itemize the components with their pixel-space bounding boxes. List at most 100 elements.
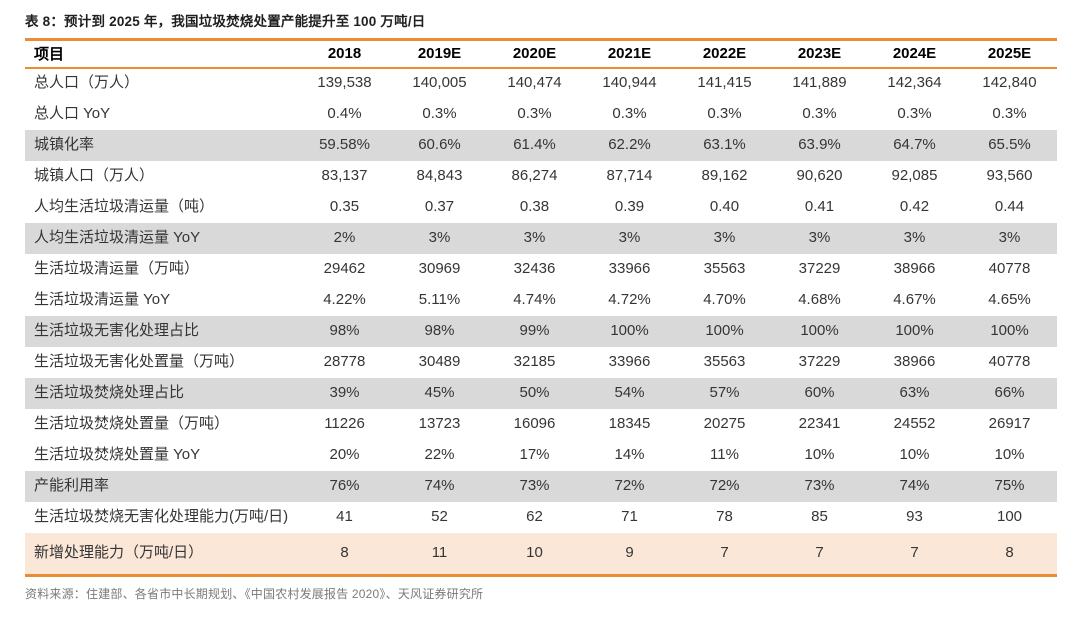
cell-value: 63.9%: [798, 135, 841, 153]
row-label: 人均生活垃圾清运量 YoY: [34, 228, 201, 246]
cell-value: 0.44: [994, 197, 1025, 215]
cell-value: 0.3%: [612, 104, 647, 122]
cell-value: 0.3%: [802, 104, 837, 122]
cell-value: 100%: [990, 321, 1029, 339]
cell-value: 140,005: [412, 74, 467, 92]
cell-value: 78: [716, 507, 733, 525]
cell-value: 3%: [523, 228, 546, 246]
cell-value: 40778: [988, 352, 1031, 370]
cell-value: 11: [431, 543, 448, 561]
cell-value: 26917: [988, 414, 1031, 432]
row-label: 生活垃圾清运量 YoY: [34, 290, 171, 308]
cell-value: 93,560: [986, 166, 1033, 184]
cell-value: 20%: [329, 445, 360, 463]
cell-value: 39%: [329, 383, 360, 401]
cell-value: 40778: [988, 259, 1031, 277]
cell-value: 18345: [608, 414, 651, 432]
row-label: 城镇人口（万人）: [34, 166, 155, 184]
cell-value: 98%: [329, 321, 360, 339]
cell-value: 30969: [418, 259, 461, 277]
cell-value: 13723: [418, 414, 461, 432]
cell-value: 5.11%: [418, 290, 461, 308]
cell-value: 98%: [424, 321, 455, 339]
cell-value: 71: [621, 507, 638, 525]
cell-value: 0.4%: [327, 104, 362, 122]
cell-value: 41: [336, 507, 353, 525]
row-label: 新增处理能力（万吨/日）: [34, 543, 204, 561]
table-row: 总人口（万人） 139,538 140,005 140,474 140,944 141,4…: [25, 68, 1057, 99]
cell-value: 65.5%: [988, 135, 1031, 153]
cell-value: 7: [815, 543, 824, 561]
cell-value: 17%: [519, 445, 550, 463]
column-header-2023e: 2023E: [772, 39, 867, 69]
cell-value: 73%: [804, 476, 835, 494]
cell-value: 60.6%: [418, 135, 461, 153]
cell-value: 93: [906, 507, 923, 525]
source-note: 资料来源：住建部、各省市中长期规划、《中国农村发展报告 2020》、天风证券研究…: [25, 587, 484, 601]
cell-value: 141,415: [697, 74, 752, 92]
cell-value: 4.72%: [608, 290, 651, 308]
cell-value: 0.3%: [707, 104, 742, 122]
column-header-2021e: 2021E: [582, 39, 677, 69]
cell-value: 141,889: [792, 74, 847, 92]
cell-value: 20275: [703, 414, 746, 432]
cell-value: 38966: [893, 352, 936, 370]
cell-value: 0.35: [329, 197, 360, 215]
cell-value: 62.2%: [608, 135, 651, 153]
cell-value: 0.40: [709, 197, 740, 215]
cell-value: 37229: [798, 259, 841, 277]
column-header-2019e: 2019E: [392, 39, 487, 69]
cell-value: 100: [996, 507, 1023, 525]
forecast-table: 项目 2018 2019E 2020E 2021E 2022E 2023E 20…: [25, 38, 1057, 577]
cell-value: 75%: [994, 476, 1025, 494]
table-row: 生活垃圾焚烧处置量（万吨） 11226 13723 16096 18345 20275 22…: [25, 409, 1057, 440]
cell-value: 92,085: [891, 166, 938, 184]
table-row: 总人口 YoY 0.4% 0.3% 0.3% 0.3% 0.3% 0.3% 0.3% 0.3%: [25, 99, 1057, 130]
cell-value: 52: [431, 507, 448, 525]
cell-value: 28778: [323, 352, 366, 370]
cell-value: 4.74%: [513, 290, 556, 308]
cell-value: 38966: [893, 259, 936, 277]
cell-value: 85: [811, 507, 828, 525]
cell-value: 73%: [519, 476, 550, 494]
cell-value: 11%: [710, 445, 739, 463]
cell-value: 100%: [895, 321, 934, 339]
cell-value: 100%: [705, 321, 744, 339]
cell-value: 0.38: [519, 197, 550, 215]
cell-value: 0.42: [899, 197, 930, 215]
cell-value: 100%: [610, 321, 649, 339]
cell-value: 16096: [513, 414, 556, 432]
cell-value: 100%: [800, 321, 839, 339]
cell-value: 10%: [994, 445, 1025, 463]
cell-value: 62: [526, 507, 543, 525]
cell-value: 99%: [519, 321, 550, 339]
table-row: 人均生活垃圾清运量 YoY 2% 3% 3% 3% 3% 3% 3% 3%: [25, 222, 1057, 254]
column-header-2024e: 2024E: [867, 39, 962, 69]
cell-value: 33966: [608, 352, 651, 370]
cell-value: 54%: [614, 383, 645, 401]
cell-value: 45%: [424, 383, 455, 401]
cell-value: 74%: [424, 476, 455, 494]
cell-value: 30489: [418, 352, 461, 370]
table-row: 生活垃圾焚烧处理占比 39% 45% 50% 54% 57% 60% 63% 66%: [25, 377, 1057, 409]
table-row: 城镇人口（万人） 83,137 84,843 86,274 87,714 89,162 90…: [25, 161, 1057, 192]
column-header-2025e: 2025E: [962, 39, 1057, 69]
cell-value: 90,620: [796, 166, 843, 184]
cell-value: 76%: [329, 476, 360, 494]
table-row: 城镇化率 59.58% 60.6% 61.4% 62.2% 63.1% 63.9% 64.7%…: [25, 129, 1057, 161]
cell-value: 8: [340, 543, 349, 561]
cell-value: 0.39: [614, 197, 645, 215]
cell-value: 0.3%: [422, 104, 457, 122]
cell-value: 72%: [614, 476, 645, 494]
cell-value: 22%: [424, 445, 455, 463]
cell-value: 10: [526, 543, 543, 561]
cell-value: 3%: [998, 228, 1021, 246]
cell-value: 142,840: [982, 74, 1037, 92]
cell-value: 72%: [709, 476, 740, 494]
row-label: 城镇化率: [34, 135, 95, 153]
cell-value: 32436: [513, 259, 556, 277]
cell-value: 14%: [614, 445, 645, 463]
cell-value: 57%: [709, 383, 740, 401]
cell-value: 84,843: [416, 166, 463, 184]
header-row: 项目 2018 2019E 2020E 2021E 2022E 2023E 20…: [25, 39, 1057, 69]
